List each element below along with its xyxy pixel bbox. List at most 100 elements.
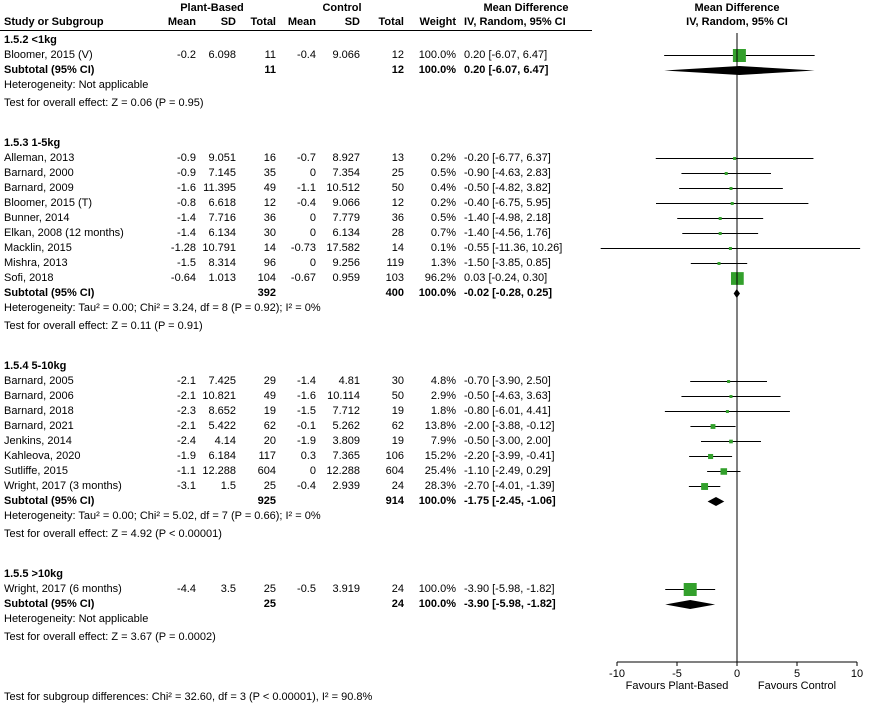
subtotal-row: Subtotal (95% CI) 11 12 100.0% 0.20 [-6.07, … bbox=[0, 63, 889, 78]
weight-value: 1.8% bbox=[430, 405, 456, 417]
subgroup-title-row: 1.5.2 <1kg bbox=[0, 33, 889, 48]
control-mean: 0 bbox=[309, 227, 316, 239]
plant-mean: -2.4 bbox=[177, 435, 196, 447]
plant-mean: -1.1 bbox=[177, 465, 196, 477]
study-name: Bunner, 2014 bbox=[4, 212, 70, 224]
weight-value: 25.4% bbox=[424, 465, 456, 477]
weight-value: 4.8% bbox=[430, 375, 456, 387]
subgroup-difference-note: Test for subgroup differences: Chi² = 32… bbox=[4, 691, 373, 703]
plant-total: 29 bbox=[263, 375, 276, 387]
control-total: 400 bbox=[385, 287, 404, 299]
plant-mean: -2.1 bbox=[177, 375, 196, 387]
control-sd: 9.066 bbox=[332, 49, 360, 61]
control-total: 24 bbox=[391, 598, 404, 610]
study-name: Wright, 2017 (6 months) bbox=[4, 583, 122, 595]
study-row: Barnard, 2009 -1.6 11.395 49 -1.1 10.512 50 0.4… bbox=[0, 181, 889, 196]
study-row: Bloomer, 2015 (T) -0.8 6.618 12 -0.4 9.066 12 0… bbox=[0, 196, 889, 211]
plant-sd: 7.425 bbox=[208, 375, 236, 387]
weight-value: 13.8% bbox=[424, 420, 456, 432]
plant-sd: 6.134 bbox=[208, 227, 236, 239]
ci-text: -0.70 [-3.90, 2.50] bbox=[464, 375, 551, 387]
heterogeneity-row: Heterogeneity: Tau² = 0.00; Chi² = 5.02,… bbox=[0, 509, 889, 527]
col-header-control-total: Total bbox=[378, 16, 404, 28]
overall-effect-text: Test for overall effect: Z = 0.11 (P = 0… bbox=[4, 320, 203, 332]
control-total: 36 bbox=[391, 212, 404, 224]
subgroup-title: 1.5.2 <1kg bbox=[4, 34, 57, 46]
subtotal-label: Subtotal (95% CI) bbox=[4, 287, 95, 299]
control-mean: 0 bbox=[309, 465, 316, 477]
control-sd: 12.288 bbox=[326, 465, 360, 477]
study-row: Kahleova, 2020 -1.9 6.184 117 0.3 7.365 106 15.… bbox=[0, 449, 889, 464]
ci-text: -1.50 [-3.85, 0.85] bbox=[464, 257, 551, 269]
col-header-ci-text: IV, Random, 95% CI bbox=[464, 16, 566, 28]
plant-sd: 3.5 bbox=[220, 583, 236, 595]
ci-text: 0.20 [-6.07, 6.47] bbox=[464, 49, 548, 61]
weight-value: 100.0% bbox=[418, 49, 456, 61]
control-mean: -0.1 bbox=[297, 420, 316, 432]
study-name: Kahleova, 2020 bbox=[4, 450, 81, 462]
weight-value: 100.0% bbox=[418, 583, 456, 595]
study-row: Macklin, 2015 -1.28 10.791 14 -0.73 17.582 14 0… bbox=[0, 241, 889, 256]
control-mean: -0.73 bbox=[290, 242, 316, 254]
control-mean: -0.4 bbox=[297, 480, 316, 492]
plant-total: 25 bbox=[263, 480, 276, 492]
weight-value: 1.3% bbox=[430, 257, 456, 269]
control-sd: 2.939 bbox=[332, 480, 360, 492]
plant-total: 49 bbox=[263, 182, 276, 194]
ci-text: -0.50 [-3.00, 2.00] bbox=[464, 435, 551, 447]
study-row: Alleman, 2013 -0.9 9.051 16 -0.7 8.927 13 0.2% -… bbox=[0, 151, 889, 166]
weight-value: 100.0% bbox=[418, 598, 456, 610]
study-row: Wright, 2017 (6 months) -4.4 3.5 25 -0.5 3.91… bbox=[0, 582, 889, 597]
control-total: 24 bbox=[391, 583, 404, 595]
study-row: Sofi, 2018 -0.64 1.013 104 -0.67 0.959 103 96.2… bbox=[0, 271, 889, 286]
plant-sd: 7.716 bbox=[208, 212, 236, 224]
control-sd: 4.81 bbox=[338, 375, 360, 387]
plant-sd: 6.618 bbox=[208, 197, 236, 209]
plant-total: 117 bbox=[258, 450, 276, 462]
ci-text: 0.03 [-0.24, 0.30] bbox=[464, 272, 548, 284]
subtotal-label: Subtotal (95% CI) bbox=[4, 598, 95, 610]
col-header-ci-plot: IV, Random, 95% CI bbox=[686, 16, 788, 28]
overall-effect-row: Test for overall effect: Z = 4.92 (P < 0… bbox=[0, 527, 889, 545]
plant-total: 30 bbox=[263, 227, 276, 239]
weight-value: 100.0% bbox=[418, 495, 456, 507]
control-mean: -1.9 bbox=[297, 435, 316, 447]
ci-text: -1.40 [-4.56, 1.76] bbox=[464, 227, 551, 239]
plant-mean: -0.2 bbox=[177, 49, 196, 61]
heterogeneity-text: Heterogeneity: Not applicable bbox=[4, 79, 149, 91]
plant-mean: -1.9 bbox=[177, 450, 196, 462]
subgroup-title: 1.5.3 1-5kg bbox=[4, 137, 61, 149]
study-name: Jenkins, 2014 bbox=[4, 435, 72, 447]
col-group-control: Control bbox=[322, 2, 362, 14]
control-total: 119 bbox=[386, 257, 404, 269]
plant-total: 14 bbox=[263, 242, 276, 254]
study-name: Bloomer, 2015 (V) bbox=[4, 49, 93, 61]
plant-total: 12 bbox=[263, 197, 276, 209]
control-sd: 7.779 bbox=[332, 212, 360, 224]
study-name: Mishra, 2013 bbox=[4, 257, 68, 269]
ci-text: 0.20 [-6.07, 6.47] bbox=[464, 64, 549, 76]
ci-text: -3.90 [-5.98, -1.82] bbox=[464, 598, 556, 610]
ci-text: -0.80 [-6.01, 4.41] bbox=[464, 405, 551, 417]
col-header-plant-mean: Mean bbox=[167, 16, 196, 28]
weight-value: 0.7% bbox=[430, 227, 456, 239]
control-total: 604 bbox=[385, 465, 404, 477]
control-sd: 9.256 bbox=[332, 257, 360, 269]
ci-text: -0.20 [-6.77, 6.37] bbox=[464, 152, 551, 164]
col-header-control-sd: SD bbox=[344, 16, 360, 28]
study-row: Jenkins, 2014 -2.4 4.14 20 -1.9 3.809 19 7.9% -0… bbox=[0, 434, 889, 449]
plant-sd: 8.314 bbox=[208, 257, 236, 269]
study-row: Barnard, 2005 -2.1 7.425 29 -1.4 4.81 30 4.8% -0… bbox=[0, 374, 889, 389]
subgroup-title-row: 1.5.5 >10kg bbox=[0, 567, 889, 582]
plant-sd: 1.5 bbox=[220, 480, 236, 492]
weight-value: 7.9% bbox=[430, 435, 456, 447]
control-total: 28 bbox=[391, 227, 404, 239]
control-total: 103 bbox=[385, 272, 404, 284]
header-divider bbox=[0, 30, 592, 31]
heterogeneity-text: Heterogeneity: Tau² = 0.00; Chi² = 5.02,… bbox=[4, 510, 321, 522]
plant-mean: -2.1 bbox=[177, 420, 196, 432]
plant-mean: -1.6 bbox=[177, 182, 196, 194]
plant-mean: -0.9 bbox=[177, 167, 196, 179]
control-sd: 7.354 bbox=[332, 167, 360, 179]
